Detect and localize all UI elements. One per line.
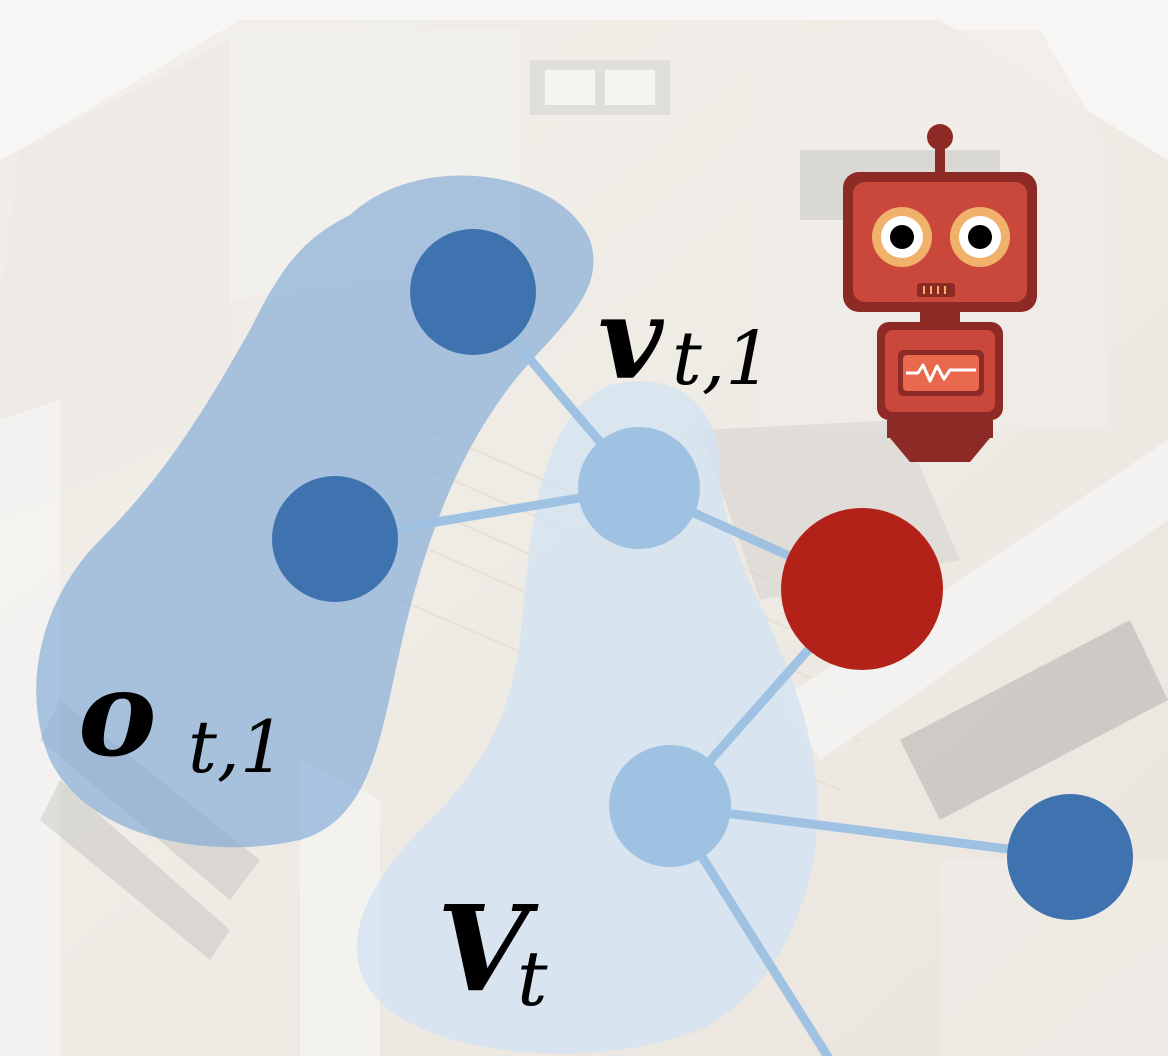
viewpoint-node-v2	[609, 745, 731, 867]
label-node-set: V t	[437, 879, 548, 1023]
label-node-set-symbol: V	[437, 879, 539, 1018]
label-node-set-subscript: t	[517, 934, 548, 1023]
edge-v2-o3	[665, 801, 1075, 862]
viewpoint-node-v1	[578, 427, 700, 549]
label-observation-subscript: t,1	[188, 705, 286, 789]
object-node-1	[410, 229, 536, 355]
agent-node	[781, 508, 943, 670]
robot-icon	[843, 124, 1037, 462]
node-set-region	[356, 381, 818, 1054]
label-node: v t,1	[598, 274, 772, 405]
graph-nodes	[272, 229, 1133, 920]
label-observation: o t,1	[78, 644, 286, 789]
label-node-symbol: v	[598, 274, 665, 405]
object-node-3	[1007, 794, 1133, 920]
label-node-subscript: t,1	[672, 316, 772, 402]
label-observation-symbol: o	[78, 644, 157, 783]
object-node-2	[272, 476, 398, 602]
